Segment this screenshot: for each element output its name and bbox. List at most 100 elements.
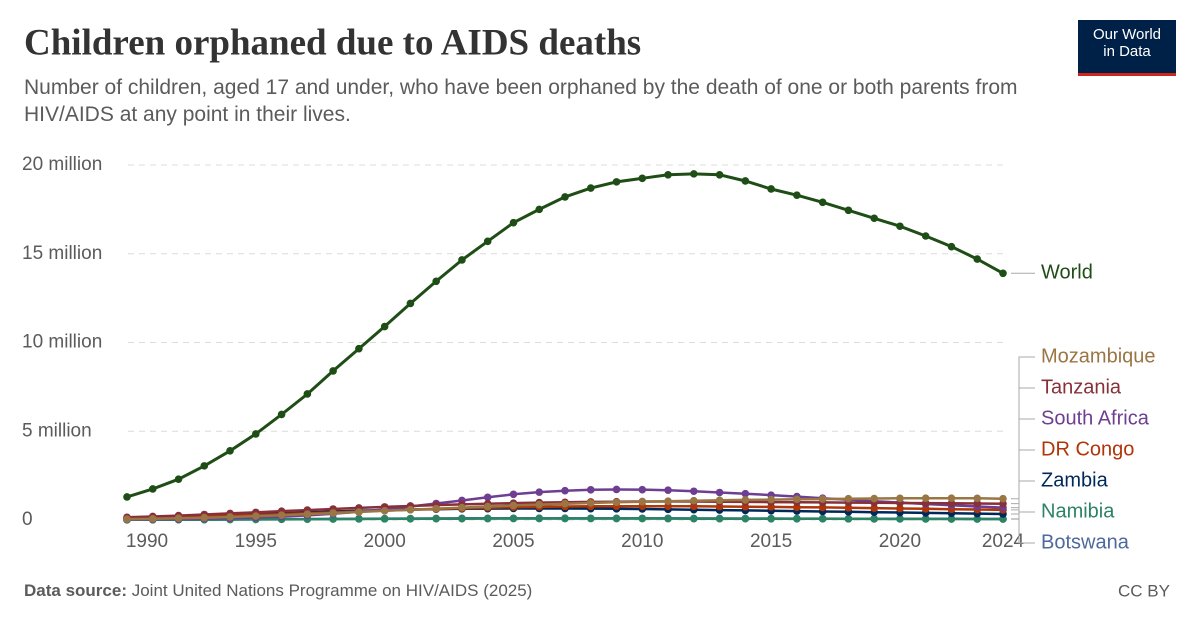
source-text: Joint United Nations Programme on HIV/AI… <box>132 581 533 600</box>
data-point <box>715 514 724 523</box>
series-label: Namibia <box>1041 500 1115 522</box>
logo-box <box>1078 20 1176 76</box>
data-point <box>664 170 672 179</box>
data-point <box>535 500 544 509</box>
data-point <box>277 511 286 520</box>
label-connector <box>1011 480 1035 515</box>
data-point <box>973 515 982 523</box>
data-point <box>793 495 801 504</box>
label-connector <box>1011 449 1035 511</box>
label-connector <box>1011 418 1035 509</box>
series-line <box>126 172 1004 499</box>
data-point <box>509 490 518 499</box>
data-point <box>999 494 1007 503</box>
data-point <box>535 514 544 523</box>
data-point <box>561 193 569 201</box>
data-point <box>586 514 595 523</box>
x-tick-label: 2010 <box>621 531 663 552</box>
data-point <box>638 497 647 506</box>
data-point <box>200 513 209 522</box>
data-point <box>406 514 415 523</box>
data-point <box>818 515 827 523</box>
label-connector <box>1011 387 1035 505</box>
data-point <box>741 514 750 523</box>
data-point <box>509 218 518 227</box>
data-point <box>612 514 621 523</box>
data-point <box>380 515 389 523</box>
data-point <box>741 489 750 498</box>
data-point <box>226 446 234 455</box>
logo-stripe <box>1078 73 1176 76</box>
data-point <box>896 222 904 231</box>
y-tick-label: 5 million <box>22 420 92 441</box>
subtitle-box: Number of children, aged 17 and under, w… <box>24 76 1018 126</box>
data-point <box>123 515 131 523</box>
x-tick-label: 2020 <box>879 531 921 552</box>
data-point <box>664 514 672 523</box>
data-point <box>380 506 389 515</box>
data-point <box>715 170 724 179</box>
y-tick-label: 15 million <box>22 243 102 264</box>
data-point <box>586 184 595 192</box>
label-connector <box>1011 356 1035 500</box>
data-point <box>148 485 157 493</box>
data-point <box>303 390 312 398</box>
data-point <box>870 515 878 523</box>
logo-text-box: Our World in Data <box>1092 26 1162 60</box>
data-point <box>870 214 878 223</box>
data-point <box>174 475 183 483</box>
logo: Our World in Data <box>1092 26 1162 60</box>
series-label: DR Congo <box>1041 438 1134 460</box>
data-point <box>432 504 440 513</box>
data-point <box>458 514 466 523</box>
data-point <box>741 177 750 185</box>
data-point <box>432 514 440 523</box>
x-tick-label: 1995 <box>235 531 277 552</box>
data-point <box>921 515 930 523</box>
data-point <box>844 494 853 503</box>
data-point <box>406 299 415 308</box>
x-tick-label: 1990 <box>126 531 168 552</box>
data-point <box>458 503 466 512</box>
data-point <box>793 191 801 199</box>
data-point <box>921 232 930 240</box>
series-label: Botswana <box>1041 531 1130 553</box>
y-tick-label: 10 million <box>22 332 102 353</box>
data-point <box>483 514 492 523</box>
data-point <box>767 514 775 523</box>
data-point <box>561 499 569 508</box>
data-point <box>148 514 157 523</box>
data-point <box>586 499 595 507</box>
data-point <box>947 515 956 523</box>
y-tick-label: 0 <box>22 509 33 530</box>
data-point <box>818 198 827 207</box>
data-point <box>690 487 698 496</box>
data-point <box>664 486 672 494</box>
data-point <box>612 178 621 186</box>
data-point <box>406 505 415 514</box>
data-point <box>329 509 337 517</box>
data-point <box>329 367 337 375</box>
data-point <box>535 205 544 214</box>
data-point <box>329 515 337 523</box>
data-point <box>586 486 595 494</box>
data-point <box>896 494 904 503</box>
data-point <box>483 502 492 511</box>
data-point <box>509 501 518 510</box>
data-point <box>767 495 775 504</box>
source: Data source: Joint United Nations Progra… <box>24 581 532 600</box>
data-point <box>458 256 466 264</box>
x-tick-label: 2015 <box>750 531 792 552</box>
data-point <box>355 344 363 353</box>
data-point <box>999 269 1007 278</box>
data-point <box>870 504 878 512</box>
data-point <box>200 462 209 470</box>
series-label: Mozambique <box>1041 345 1156 367</box>
data-point <box>252 430 260 438</box>
label-connector <box>1011 511 1035 520</box>
chart-subtitle: Number of children, aged 17 and under, w… <box>24 76 1018 126</box>
data-point <box>612 498 621 507</box>
data-point <box>896 504 904 513</box>
data-point <box>483 237 492 246</box>
x-tick-label: 2000 <box>364 531 406 552</box>
